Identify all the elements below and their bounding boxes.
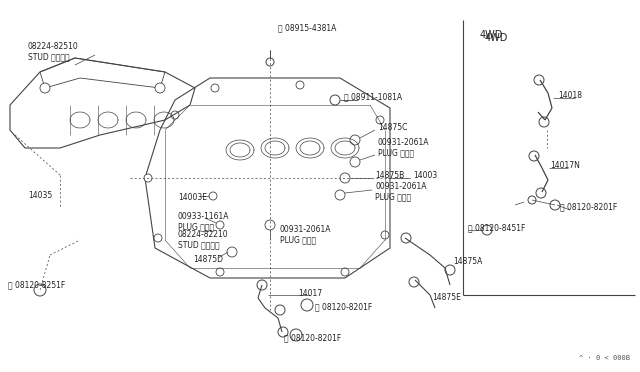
Circle shape bbox=[550, 200, 560, 210]
Circle shape bbox=[401, 233, 411, 243]
Circle shape bbox=[381, 231, 389, 239]
Circle shape bbox=[296, 81, 304, 89]
Circle shape bbox=[290, 329, 302, 341]
Text: 00931-2061A
PLUG プラグ: 00931-2061A PLUG プラグ bbox=[375, 182, 426, 202]
Circle shape bbox=[534, 75, 544, 85]
Text: 08224-82510
STUD スタッド: 08224-82510 STUD スタッド bbox=[28, 42, 79, 62]
Circle shape bbox=[275, 305, 285, 315]
Text: 14017: 14017 bbox=[298, 289, 322, 298]
Text: Ⓑ 08120-8201F: Ⓑ 08120-8201F bbox=[284, 334, 341, 343]
Text: Ⓑ 08120-8451F: Ⓑ 08120-8451F bbox=[468, 224, 525, 232]
Circle shape bbox=[528, 196, 536, 204]
Text: Ⓑ 08120-8251F: Ⓑ 08120-8251F bbox=[8, 280, 65, 289]
Text: Ⓝ 08911-1081A: Ⓝ 08911-1081A bbox=[344, 93, 402, 102]
Circle shape bbox=[266, 58, 274, 66]
Circle shape bbox=[216, 268, 224, 276]
Text: 00933-1161A
PLUG プラグ: 00933-1161A PLUG プラグ bbox=[178, 212, 230, 232]
Circle shape bbox=[154, 234, 162, 242]
Circle shape bbox=[350, 157, 360, 167]
Circle shape bbox=[340, 173, 350, 183]
Text: 00931-2061A
PLUG プラグ: 00931-2061A PLUG プラグ bbox=[280, 225, 332, 245]
Circle shape bbox=[539, 117, 549, 127]
Circle shape bbox=[257, 280, 267, 290]
Text: 14875A: 14875A bbox=[453, 257, 483, 266]
Circle shape bbox=[409, 277, 419, 287]
Circle shape bbox=[301, 299, 313, 311]
Circle shape bbox=[171, 111, 179, 119]
Circle shape bbox=[278, 327, 288, 337]
Circle shape bbox=[265, 220, 275, 230]
Circle shape bbox=[536, 188, 546, 198]
Circle shape bbox=[376, 116, 384, 124]
Text: ^ · 0 < 000B: ^ · 0 < 000B bbox=[579, 355, 630, 361]
Text: 14035: 14035 bbox=[28, 190, 52, 199]
Circle shape bbox=[216, 221, 224, 229]
Text: 4WD: 4WD bbox=[485, 33, 508, 43]
Text: 14003: 14003 bbox=[413, 170, 437, 180]
Circle shape bbox=[341, 268, 349, 276]
Text: 14875B: 14875B bbox=[375, 170, 404, 180]
Circle shape bbox=[350, 135, 360, 145]
Circle shape bbox=[155, 83, 165, 93]
Circle shape bbox=[211, 84, 219, 92]
Text: 14875D: 14875D bbox=[193, 256, 223, 264]
Text: 08224-82210
STUD スタッド: 08224-82210 STUD スタッド bbox=[178, 230, 228, 250]
Text: 14875C: 14875C bbox=[378, 122, 408, 131]
Text: 14003E: 14003E bbox=[178, 192, 207, 202]
Circle shape bbox=[330, 95, 340, 105]
Text: Ⓜ 08915-4381A: Ⓜ 08915-4381A bbox=[278, 23, 337, 32]
Text: 14017N: 14017N bbox=[550, 160, 580, 170]
Circle shape bbox=[482, 225, 492, 235]
Text: 00931-2061A
PLUG プラグ: 00931-2061A PLUG プラグ bbox=[378, 138, 429, 158]
Text: 4WD: 4WD bbox=[480, 30, 504, 40]
Text: Ⓑ 08120-8201F: Ⓑ 08120-8201F bbox=[315, 302, 372, 311]
Circle shape bbox=[335, 190, 345, 200]
Circle shape bbox=[40, 83, 50, 93]
Circle shape bbox=[144, 174, 152, 182]
Circle shape bbox=[529, 151, 539, 161]
Text: 14875E: 14875E bbox=[432, 294, 461, 302]
Circle shape bbox=[209, 192, 217, 200]
Circle shape bbox=[445, 265, 455, 275]
Circle shape bbox=[34, 284, 46, 296]
Circle shape bbox=[227, 247, 237, 257]
Text: Ⓑ 08120-8201F: Ⓑ 08120-8201F bbox=[560, 202, 617, 212]
Text: 14018: 14018 bbox=[558, 90, 582, 99]
